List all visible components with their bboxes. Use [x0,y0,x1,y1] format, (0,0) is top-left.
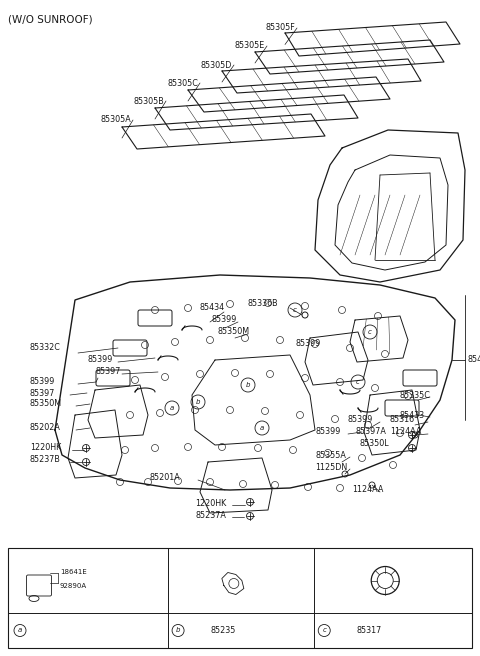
Text: a: a [18,628,22,634]
Bar [8,548,472,648]
Text: 1220HK: 1220HK [30,443,61,453]
Text: 85399: 85399 [88,356,113,365]
Text: a: a [260,425,264,431]
Text: 85336B: 85336B [248,300,278,308]
Text: 1220HK: 1220HK [195,499,226,508]
Text: 85397: 85397 [30,388,55,398]
Text: a: a [170,405,174,411]
Text: 85433: 85433 [400,411,425,419]
Text: 85397: 85397 [96,367,121,377]
Text: 85399: 85399 [295,340,320,348]
Text: 85305E: 85305E [235,41,265,51]
Text: 85397A: 85397A [355,428,386,436]
Text: 85399: 85399 [348,415,373,424]
Text: 1124AA: 1124AA [352,485,384,495]
Text: 92890A: 92890A [60,583,87,588]
Text: 85317: 85317 [357,626,382,635]
Text: 85305A: 85305A [100,115,131,125]
Text: 85355A: 85355A [315,451,346,459]
Text: 85237A: 85237A [195,510,226,520]
Text: 18641E: 18641E [60,569,87,575]
Text: 85235: 85235 [210,626,236,635]
Text: 85350L: 85350L [360,440,390,449]
Text: 1124AA: 1124AA [390,428,421,436]
Text: c: c [322,628,326,634]
Text: 85350M: 85350M [218,327,250,337]
Text: 85399: 85399 [30,377,55,386]
Text: 85201A: 85201A [150,474,181,483]
Text: b: b [196,399,200,405]
Text: 85434: 85434 [200,302,225,312]
Text: 85305F: 85305F [265,24,295,33]
Text: 85305D: 85305D [201,60,232,70]
Text: c: c [293,307,297,313]
Text: 85335C: 85335C [400,390,431,400]
Text: 85202A: 85202A [30,424,61,432]
Text: 1125DN: 1125DN [315,462,347,472]
Text: c: c [368,329,372,335]
Text: 85401: 85401 [468,356,480,365]
Text: c: c [356,379,360,385]
Text: 85305B: 85305B [133,96,164,106]
Text: 85350M: 85350M [30,400,62,409]
Text: 85305C: 85305C [167,79,198,87]
Text: 85237B: 85237B [30,455,61,464]
Text: (W/O SUNROOF): (W/O SUNROOF) [8,14,93,24]
Text: 85399: 85399 [212,316,238,325]
Text: 85399: 85399 [315,428,340,436]
Text: 85332C: 85332C [30,344,61,352]
Text: b: b [176,628,180,634]
Text: 85316: 85316 [390,415,415,424]
Text: b: b [246,382,250,388]
